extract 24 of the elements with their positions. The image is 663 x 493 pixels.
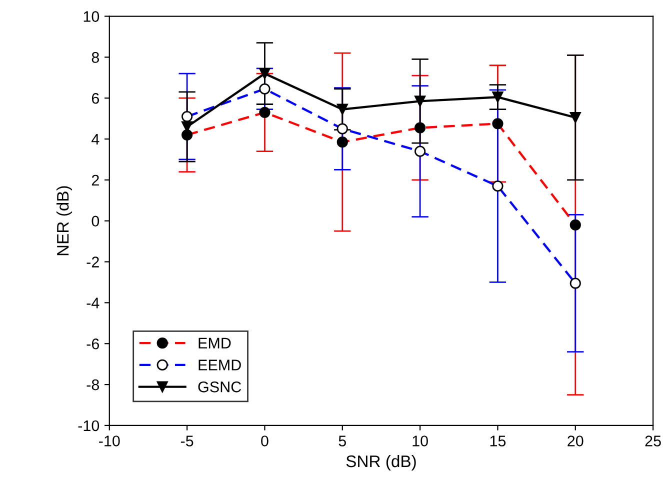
x-tick-label: 5 <box>338 436 346 446</box>
legend-label: EMD <box>198 338 231 348</box>
x-axis-title: SNR (dB) <box>346 454 416 471</box>
legend-label: GSNC <box>198 382 242 392</box>
y-tick-label: 4 <box>92 134 100 145</box>
x-tick-label: 15 <box>490 436 506 446</box>
y-tick-label: 8 <box>92 52 100 63</box>
y-tick-label: -4 <box>86 298 100 308</box>
y-axis-title: NER (dB) <box>56 186 72 256</box>
y-tick-label: 6 <box>92 92 99 104</box>
y-tick-label: -2 <box>86 256 99 268</box>
x-tick-label: 10 <box>412 436 428 446</box>
y-tick-label: -10 <box>78 420 100 432</box>
x-tick-label: -10 <box>99 436 120 446</box>
y-tick-label: 2 <box>92 174 99 186</box>
x-tick-label: -5 <box>180 436 194 446</box>
x-tick-label: 25 <box>645 436 661 446</box>
y-tick-label: -6 <box>86 338 100 350</box>
legend-label: EEMD <box>198 360 241 370</box>
x-tick-label: 0 <box>261 436 268 446</box>
x-tick-label: 20 <box>568 436 584 446</box>
y-tick-label: -8 <box>86 379 100 390</box>
y-tick-label: 0 <box>92 216 100 227</box>
y-tick-label: 10 <box>84 11 100 22</box>
